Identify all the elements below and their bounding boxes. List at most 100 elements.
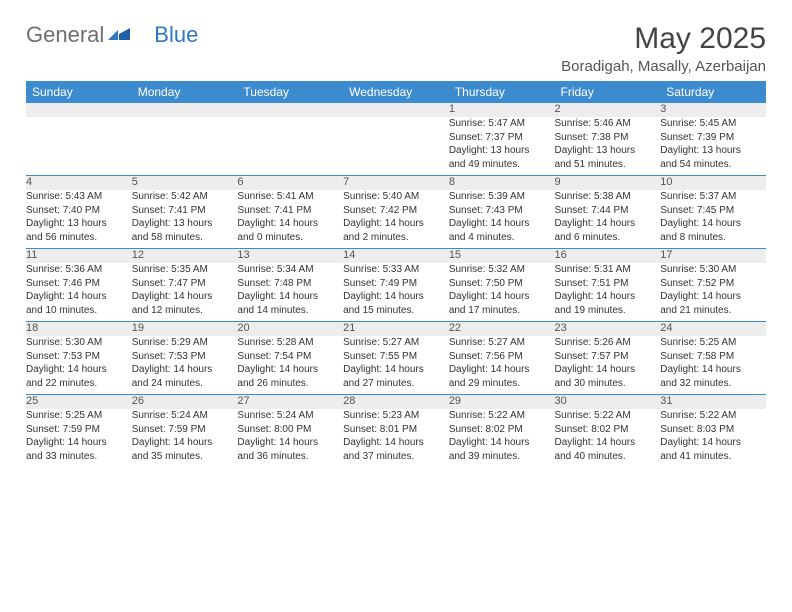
daylight-text-2: and 35 minutes. xyxy=(132,450,238,464)
sunrise-text: Sunrise: 5:35 AM xyxy=(132,263,238,277)
day-number: 1 xyxy=(449,103,555,117)
day-cell: Sunrise: 5:28 AMSunset: 7:54 PMDaylight:… xyxy=(237,336,343,395)
sunset-text: Sunset: 7:50 PM xyxy=(449,277,555,291)
month-title: May 2025 xyxy=(561,22,766,56)
day-detail-row: Sunrise: 5:25 AMSunset: 7:59 PMDaylight:… xyxy=(26,409,766,467)
sunset-text: Sunset: 8:02 PM xyxy=(449,423,555,437)
sunrise-text: Sunrise: 5:24 AM xyxy=(237,409,343,423)
day-cell: Sunrise: 5:43 AMSunset: 7:40 PMDaylight:… xyxy=(26,190,132,249)
day-number: 14 xyxy=(343,249,449,264)
day-cell: Sunrise: 5:30 AMSunset: 7:53 PMDaylight:… xyxy=(26,336,132,395)
sunset-text: Sunset: 8:03 PM xyxy=(660,423,766,437)
daylight-text-2: and 29 minutes. xyxy=(449,377,555,391)
daylight-text-2: and 39 minutes. xyxy=(449,450,555,464)
sunset-text: Sunset: 7:53 PM xyxy=(26,350,132,364)
daylight-text-2: and 17 minutes. xyxy=(449,304,555,318)
day-cell xyxy=(343,117,449,176)
day-number xyxy=(237,103,343,117)
daylight-text-2: and 51 minutes. xyxy=(555,158,661,172)
sunrise-text: Sunrise: 5:42 AM xyxy=(132,190,238,204)
sunrise-text: Sunrise: 5:23 AM xyxy=(343,409,449,423)
daylight-text-2: and 40 minutes. xyxy=(555,450,661,464)
daylight-text-1: Daylight: 14 hours xyxy=(555,290,661,304)
daylight-text-2: and 26 minutes. xyxy=(237,377,343,391)
weekday-header: Wednesday xyxy=(343,81,449,103)
sunset-text: Sunset: 7:54 PM xyxy=(237,350,343,364)
sunset-text: Sunset: 7:52 PM xyxy=(660,277,766,291)
sunset-text: Sunset: 7:38 PM xyxy=(555,131,661,145)
day-number: 24 xyxy=(660,322,766,337)
daylight-text-1: Daylight: 14 hours xyxy=(449,436,555,450)
day-cell: Sunrise: 5:22 AMSunset: 8:02 PMDaylight:… xyxy=(449,409,555,467)
sunrise-text: Sunrise: 5:31 AM xyxy=(555,263,661,277)
daylight-text-1: Daylight: 14 hours xyxy=(343,436,449,450)
day-cell: Sunrise: 5:24 AMSunset: 8:00 PMDaylight:… xyxy=(237,409,343,467)
sunset-text: Sunset: 7:45 PM xyxy=(660,204,766,218)
day-number-row: 123 xyxy=(26,103,766,117)
day-number: 8 xyxy=(449,176,555,191)
day-cell: Sunrise: 5:33 AMSunset: 7:49 PMDaylight:… xyxy=(343,263,449,322)
sunrise-text: Sunrise: 5:30 AM xyxy=(26,336,132,350)
day-number: 18 xyxy=(26,322,132,337)
day-number: 12 xyxy=(132,249,238,264)
sunrise-text: Sunrise: 5:26 AM xyxy=(555,336,661,350)
location-text: Boradigah, Masally, Azerbaijan xyxy=(561,58,766,75)
day-cell: Sunrise: 5:32 AMSunset: 7:50 PMDaylight:… xyxy=(449,263,555,322)
day-number: 26 xyxy=(132,395,238,410)
day-number: 16 xyxy=(555,249,661,264)
sunrise-text: Sunrise: 5:30 AM xyxy=(660,263,766,277)
day-cell: Sunrise: 5:29 AMSunset: 7:53 PMDaylight:… xyxy=(132,336,238,395)
day-number: 9 xyxy=(555,176,661,191)
day-cell: Sunrise: 5:45 AMSunset: 7:39 PMDaylight:… xyxy=(660,117,766,176)
day-cell: Sunrise: 5:25 AMSunset: 7:58 PMDaylight:… xyxy=(660,336,766,395)
daylight-text-1: Daylight: 14 hours xyxy=(26,363,132,377)
weekday-header: Monday xyxy=(132,81,238,103)
sunrise-text: Sunrise: 5:25 AM xyxy=(660,336,766,350)
day-number: 5 xyxy=(132,176,238,191)
sunrise-text: Sunrise: 5:22 AM xyxy=(660,409,766,423)
daylight-text-1: Daylight: 14 hours xyxy=(237,217,343,231)
sunrise-text: Sunrise: 5:33 AM xyxy=(343,263,449,277)
sunrise-text: Sunrise: 5:37 AM xyxy=(660,190,766,204)
weekday-header: Tuesday xyxy=(237,81,343,103)
day-cell: Sunrise: 5:34 AMSunset: 7:48 PMDaylight:… xyxy=(237,263,343,322)
sunset-text: Sunset: 7:48 PM xyxy=(237,277,343,291)
daylight-text-1: Daylight: 14 hours xyxy=(132,290,238,304)
sunset-text: Sunset: 7:42 PM xyxy=(343,204,449,218)
daylight-text-1: Daylight: 14 hours xyxy=(343,363,449,377)
sunset-text: Sunset: 7:47 PM xyxy=(132,277,238,291)
day-number: 25 xyxy=(26,395,132,410)
daylight-text-1: Daylight: 14 hours xyxy=(555,436,661,450)
daylight-text-2: and 4 minutes. xyxy=(449,231,555,245)
day-number: 31 xyxy=(660,395,766,410)
day-number: 11 xyxy=(26,249,132,264)
daylight-text-1: Daylight: 13 hours xyxy=(449,144,555,158)
sunrise-text: Sunrise: 5:25 AM xyxy=(26,409,132,423)
sunset-text: Sunset: 7:53 PM xyxy=(132,350,238,364)
day-number-row: 11121314151617 xyxy=(26,249,766,264)
logo-text-blue: Blue xyxy=(154,22,198,48)
day-number: 13 xyxy=(237,249,343,264)
sunset-text: Sunset: 7:55 PM xyxy=(343,350,449,364)
page-header: General Blue May 2025 Boradigah, Masally… xyxy=(26,22,766,75)
sunrise-text: Sunrise: 5:45 AM xyxy=(660,117,766,131)
sunrise-text: Sunrise: 5:43 AM xyxy=(26,190,132,204)
daylight-text-2: and 12 minutes. xyxy=(132,304,238,318)
day-number xyxy=(343,103,449,117)
sunset-text: Sunset: 8:01 PM xyxy=(343,423,449,437)
day-number: 22 xyxy=(449,322,555,337)
sunrise-text: Sunrise: 5:47 AM xyxy=(449,117,555,131)
day-number: 21 xyxy=(343,322,449,337)
day-number: 28 xyxy=(343,395,449,410)
day-cell: Sunrise: 5:37 AMSunset: 7:45 PMDaylight:… xyxy=(660,190,766,249)
sunset-text: Sunset: 7:43 PM xyxy=(449,204,555,218)
daylight-text-2: and 22 minutes. xyxy=(26,377,132,391)
day-number: 17 xyxy=(660,249,766,264)
weekday-header: Saturday xyxy=(660,81,766,103)
sunrise-text: Sunrise: 5:40 AM xyxy=(343,190,449,204)
sunrise-text: Sunrise: 5:39 AM xyxy=(449,190,555,204)
day-cell: Sunrise: 5:46 AMSunset: 7:38 PMDaylight:… xyxy=(555,117,661,176)
logo-mark-icon xyxy=(108,22,130,48)
title-block: May 2025 Boradigah, Masally, Azerbaijan xyxy=(561,22,766,75)
sunset-text: Sunset: 7:58 PM xyxy=(660,350,766,364)
